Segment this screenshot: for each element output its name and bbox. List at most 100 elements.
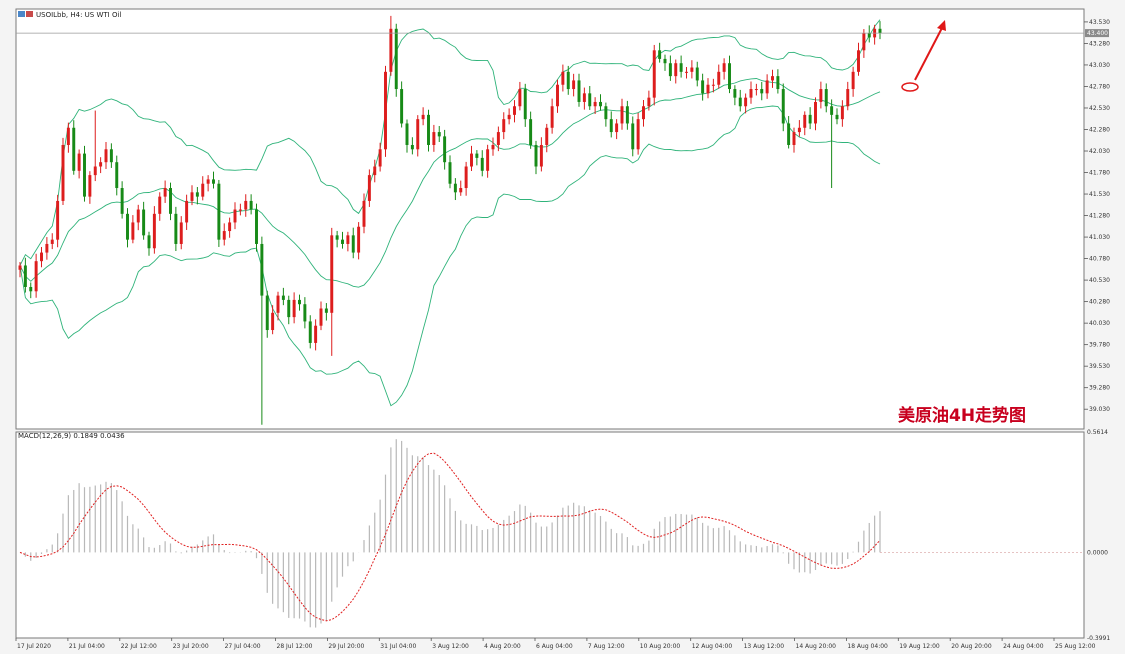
candle [169, 182, 172, 221]
candle [50, 233, 54, 250]
candle [776, 69, 780, 94]
candle [362, 193, 366, 234]
time-tick-label: 12 Aug 04:00 [692, 643, 733, 650]
time-tick-label: 23 Jul 20:00 [173, 643, 209, 650]
time-axis: 17 Jul 2020 21 Jul 04:00 22 Jul 12:00 23 Ju… [15, 638, 1096, 650]
candle [314, 319, 318, 351]
chart-title: USOILbb, H4: US WTI Oil [36, 11, 121, 19]
price-tick-label: 40.030 [1089, 320, 1110, 327]
candle [357, 222, 361, 260]
bollinger-bands [19, 19, 881, 407]
candle [679, 55, 683, 78]
time-tick-label: 19 Aug 12:00 [899, 643, 940, 650]
candle [685, 67, 688, 79]
candle [695, 61, 699, 87]
macd-tick-label: 0.5614 [1087, 429, 1108, 436]
price-tick-label: 42.030 [1089, 148, 1110, 155]
candle [797, 120, 801, 137]
candle [830, 99, 834, 189]
time-tick-label: 27 Jul 04:00 [225, 643, 261, 650]
trend-arrow-head-icon [937, 20, 946, 31]
candle [147, 231, 151, 256]
time-tick-label: 20 Aug 20:00 [951, 643, 992, 650]
candle [502, 112, 506, 140]
price-tick-label: 40.530 [1089, 277, 1110, 284]
candle [615, 119, 619, 140]
candle [201, 176, 205, 201]
candle [45, 237, 49, 260]
candle [658, 42, 662, 63]
candle [625, 100, 629, 130]
price-panel [15, 8, 1085, 430]
macd-signal-line [19, 452, 1084, 622]
candle [668, 55, 672, 81]
candle [66, 122, 70, 153]
candle [690, 60, 694, 79]
candle [620, 98, 624, 130]
candle [803, 111, 807, 136]
candle [23, 257, 27, 293]
candle [507, 108, 511, 125]
candle [631, 116, 635, 157]
candle [572, 73, 576, 97]
candle [115, 155, 119, 196]
trend-arrow [914, 25, 944, 81]
candle [341, 231, 344, 249]
candle [534, 140, 538, 175]
candle [771, 69, 774, 88]
candle [212, 171, 215, 189]
candle [179, 216, 183, 250]
candle [416, 115, 420, 157]
time-tick-label: 31 Jul 04:00 [380, 643, 416, 650]
time-tick-label: 21 Jul 04:00 [69, 643, 105, 650]
bollinger-middle-line [19, 78, 881, 288]
candle [83, 145, 86, 202]
window-menu-icon[interactable] [18, 11, 33, 17]
candle [308, 315, 312, 349]
candle [636, 112, 640, 155]
price-tick-label: 40.780 [1089, 256, 1110, 263]
candle [421, 107, 425, 126]
bollinger-upper-line [19, 19, 881, 266]
candle [545, 123, 549, 153]
candle [808, 107, 812, 130]
candle [846, 81, 850, 111]
candle [674, 59, 678, 84]
candle [496, 126, 500, 152]
candle [292, 292, 296, 324]
candle [717, 64, 721, 89]
candle [486, 144, 490, 178]
candle [158, 192, 162, 221]
candle [819, 81, 823, 109]
candle [410, 137, 414, 155]
candle [599, 94, 602, 111]
current-price-label: 43.400 [1087, 30, 1108, 37]
candle [389, 15, 393, 76]
candle [518, 81, 522, 111]
candle [56, 194, 60, 248]
candle [405, 119, 409, 153]
candle [437, 126, 441, 142]
candle [744, 93, 748, 114]
macd-panel [15, 431, 1085, 639]
candle [792, 127, 796, 153]
candle [878, 21, 882, 40]
candle [728, 55, 731, 94]
price-tick-label: 39.780 [1089, 342, 1110, 349]
macd-histogram [24, 439, 881, 628]
candle [539, 137, 543, 172]
candle [303, 297, 307, 329]
macd-axis-ticks: 0.5614 0.0000 -0.3991 [1087, 429, 1110, 642]
candle [448, 155, 452, 189]
time-tick-label: 24 Aug 04:00 [1003, 643, 1044, 650]
candle [577, 73, 581, 107]
candle [265, 290, 269, 338]
candle [109, 143, 113, 168]
candle [556, 79, 559, 113]
candle [480, 150, 484, 177]
candle [93, 110, 97, 182]
candle [104, 142, 108, 169]
candle [701, 73, 705, 101]
candle [174, 206, 178, 252]
price-tick-label: 39.280 [1089, 385, 1110, 392]
